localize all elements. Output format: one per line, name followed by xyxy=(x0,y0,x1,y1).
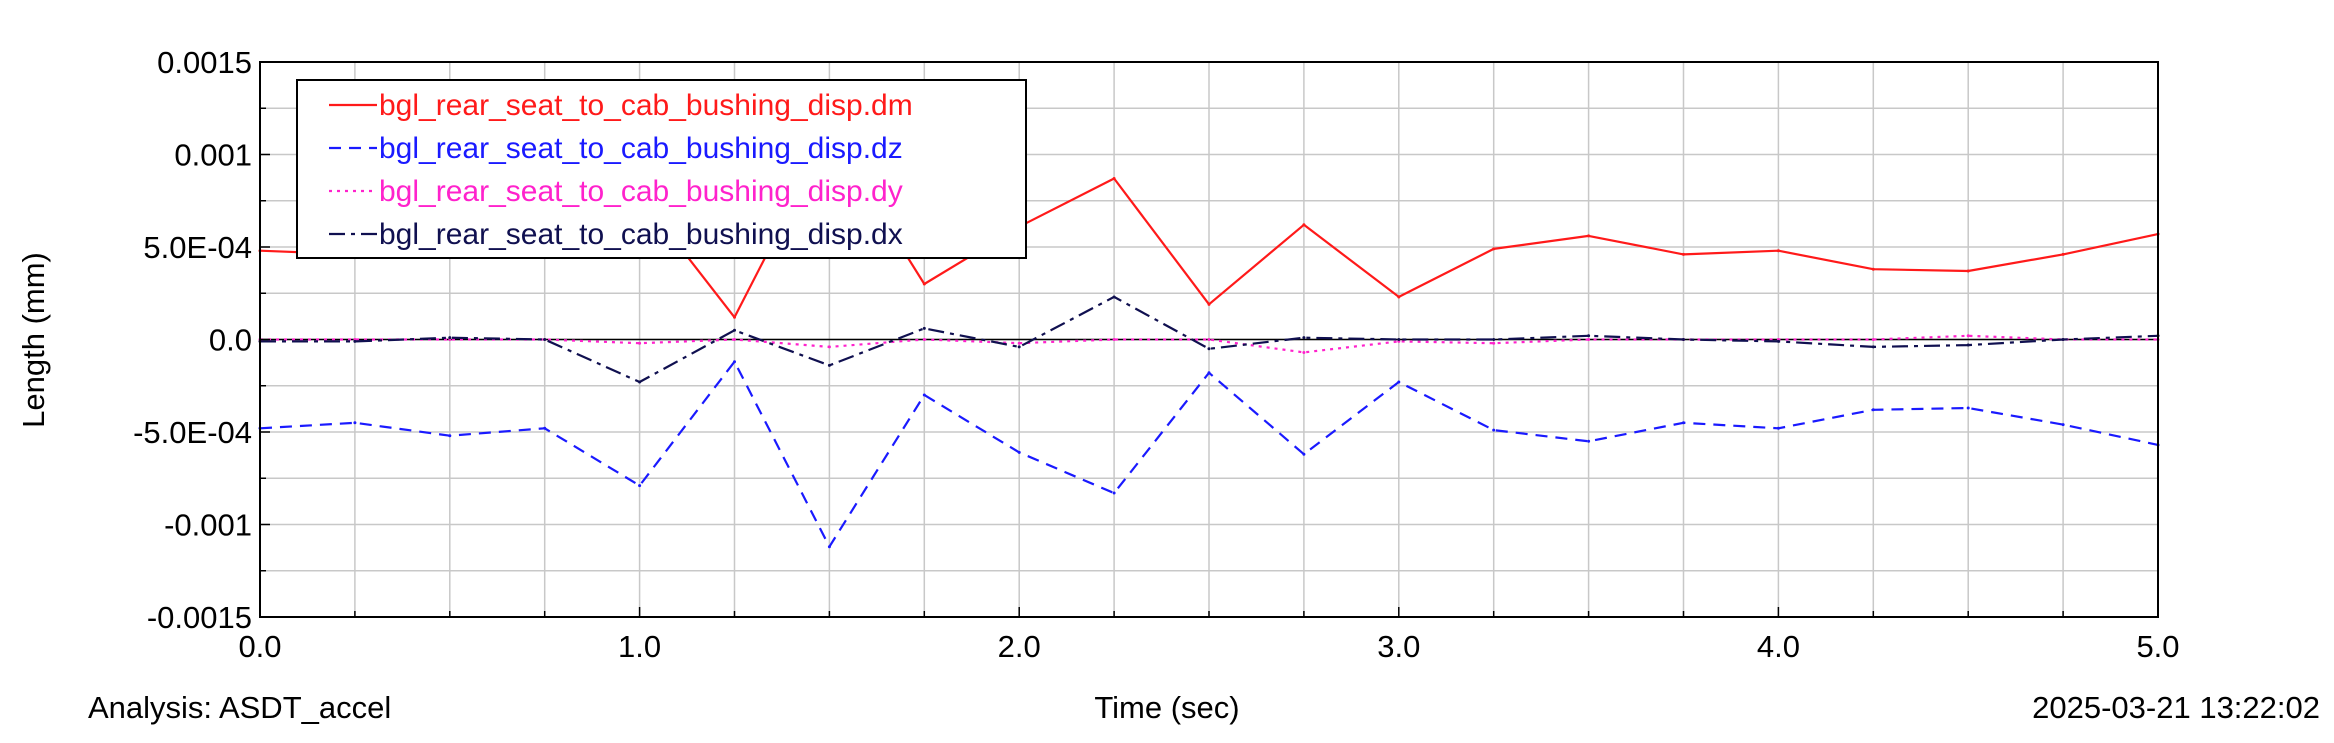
series-point-3 xyxy=(1492,338,1496,341)
series-point-1 xyxy=(543,426,547,430)
series-point-2 xyxy=(1587,338,1591,341)
x-tick-label: 3.0 xyxy=(1377,629,1420,664)
series-point-2 xyxy=(1871,338,1875,341)
series-point-1 xyxy=(638,484,642,488)
series-line-2 xyxy=(260,334,2158,354)
series-point-1 xyxy=(1302,452,1306,456)
series-point-2 xyxy=(922,338,926,341)
y-tick-label: -0.0015 xyxy=(147,600,252,635)
series-point-2 xyxy=(638,341,642,345)
series-point-2 xyxy=(1492,341,1496,345)
series-point-1 xyxy=(1966,406,1970,410)
series-point-0 xyxy=(1397,295,1401,299)
y-tick-label: 0.001 xyxy=(174,138,252,173)
series-point-0 xyxy=(1966,269,1970,273)
timestamp: 2025-03-21 13:22:02 xyxy=(2032,690,2320,725)
series-point-3 xyxy=(1682,338,1685,341)
analysis-name: ASDT_accel xyxy=(218,690,392,725)
y-tick-label: -5.0E-04 xyxy=(133,415,252,450)
series-point-1 xyxy=(733,360,736,364)
y-tick-label: 0.0 xyxy=(209,323,252,358)
legend-label: bgl_rear_seat_to_cab_bushing_disp.dx xyxy=(379,218,903,251)
ticks xyxy=(259,61,2159,618)
x-tick-label: 5.0 xyxy=(2136,629,2179,664)
series-point-3 xyxy=(1871,345,1875,349)
series-point-2 xyxy=(1112,338,1116,341)
series-point-1 xyxy=(1112,491,1116,495)
series-point-1 xyxy=(353,421,357,425)
series-point-0 xyxy=(733,315,736,319)
series-point-1 xyxy=(1207,371,1211,375)
series-point-3 xyxy=(1302,336,1306,340)
series-point-2 xyxy=(827,345,831,349)
x-tick-label: 4.0 xyxy=(1757,629,1800,664)
series-point-3 xyxy=(353,339,357,343)
legend-box xyxy=(296,79,1027,259)
series-point-2 xyxy=(1966,334,1970,338)
series-point-3 xyxy=(1397,338,1401,341)
analysis-info: Analysis: ASDT_accel xyxy=(88,690,391,726)
series-point-0 xyxy=(1112,177,1116,181)
series-point-3 xyxy=(922,326,926,330)
legend-label: bgl_rear_seat_to_cab_bushing_disp.dy xyxy=(379,175,903,208)
series-point-2 xyxy=(1302,350,1306,354)
series-point-0 xyxy=(2061,252,2065,256)
series-point-3 xyxy=(1207,347,1211,351)
y-tick-label: -0.001 xyxy=(164,508,252,543)
series-point-1 xyxy=(1776,426,1780,430)
legend-label: bgl_rear_seat_to_cab_bushing_disp.dz xyxy=(379,132,903,165)
x-axis-label: Time (sec) xyxy=(1094,690,1240,725)
series-point-3 xyxy=(827,363,831,367)
series-point-2 xyxy=(1207,338,1211,341)
legend: bgl_rear_seat_to_cab_bushing_disp.dm bgl_… xyxy=(296,79,1027,259)
series-point-2 xyxy=(733,338,736,341)
series-point-0 xyxy=(1871,267,1875,271)
series-line-3 xyxy=(260,295,2159,384)
series-point-3 xyxy=(733,328,736,332)
y-tick-label: 0.0015 xyxy=(157,45,252,80)
series-point-1 xyxy=(1682,421,1685,425)
series-point-1 xyxy=(1587,439,1591,443)
series-point-1 xyxy=(1397,380,1401,384)
series-point-0 xyxy=(1302,223,1306,227)
series-point-1 xyxy=(2061,423,2065,427)
series-point-1 xyxy=(922,393,926,397)
series-point-3 xyxy=(1112,295,1116,299)
series-point-3 xyxy=(543,338,547,341)
y-tick-label: 5.0E-04 xyxy=(143,230,252,265)
series-point-1 xyxy=(1017,450,1021,454)
series-point-0 xyxy=(1587,234,1591,238)
legend-label: bgl_rear_seat_to_cab_bushing_disp.dm xyxy=(379,89,913,122)
series-point-0 xyxy=(1207,302,1211,306)
tick-labels: 0.0 1.0 2.0 3.0 4.0 5.00.00150.0015.0E-040.0-… xyxy=(133,45,2179,664)
series-point-3 xyxy=(1966,343,1970,347)
series-point-3 xyxy=(448,336,452,340)
series-point-1 xyxy=(1871,408,1875,412)
analysis-label: Analysis: xyxy=(88,690,213,725)
x-tick-label: 2.0 xyxy=(998,629,1041,664)
series-point-0 xyxy=(1492,247,1496,251)
series-point-3 xyxy=(2061,338,2065,341)
series-point-3 xyxy=(1587,334,1591,338)
x-tick-label: 1.0 xyxy=(618,629,661,664)
series-point-1 xyxy=(827,545,831,549)
series-point-2 xyxy=(1017,341,1021,345)
y-axis-label: Length (mm) xyxy=(16,252,51,428)
series-point-1 xyxy=(448,434,452,438)
series-point-3 xyxy=(638,380,642,384)
series-point-0 xyxy=(1776,249,1780,253)
x-tick-label: 0.0 xyxy=(238,629,281,664)
series-point-3 xyxy=(1776,339,1780,343)
series-point-0 xyxy=(922,282,926,286)
series-point-0 xyxy=(1682,252,1685,256)
series-point-3 xyxy=(1017,345,1021,349)
series-point-1 xyxy=(1492,428,1496,432)
